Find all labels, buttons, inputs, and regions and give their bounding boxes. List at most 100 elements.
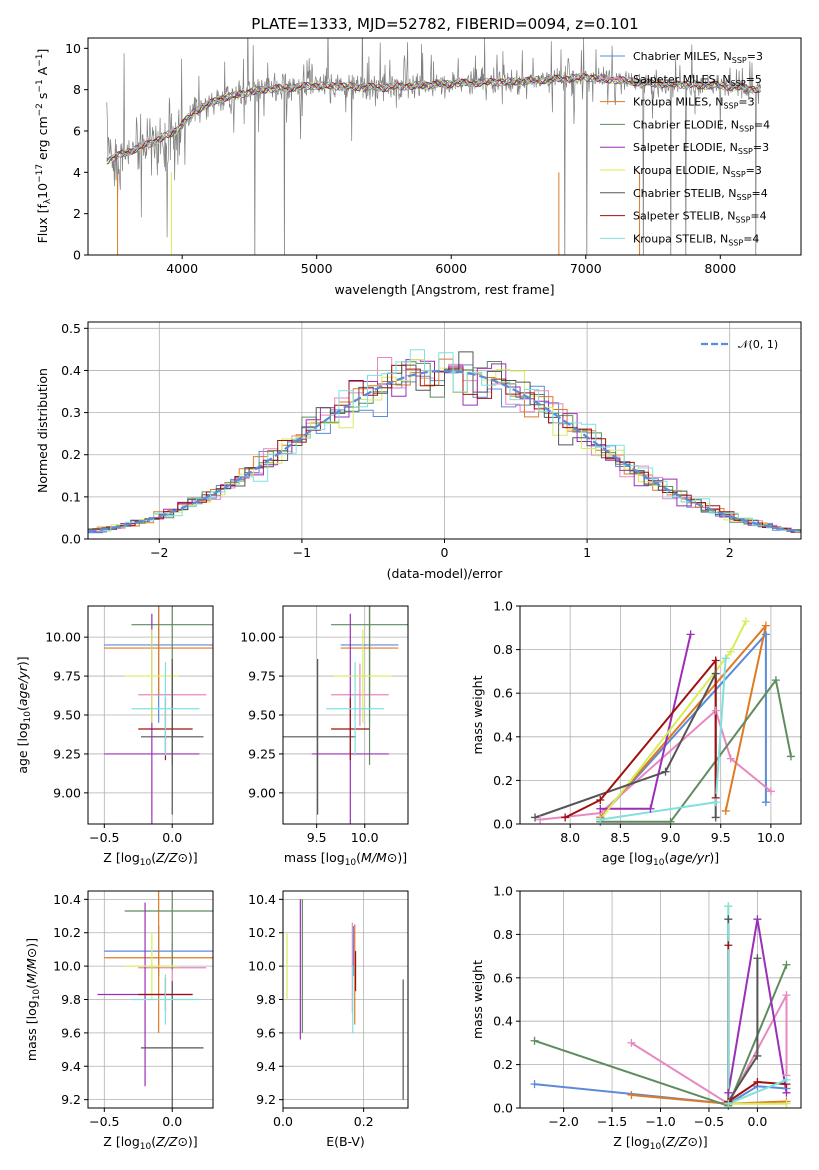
- label-text: )]: [397, 850, 407, 865]
- weight-marker: [753, 915, 762, 924]
- legend-label: Chabrier MILES, NSSP=3: [633, 50, 763, 65]
- x-tick-label: 6000: [435, 261, 467, 276]
- weight-marker: [596, 796, 605, 805]
- weight-marker: [726, 754, 735, 763]
- weight-marker: [596, 815, 605, 824]
- y-axis-label: Normed distribution: [35, 368, 50, 493]
- label-subscript: 10: [140, 1142, 152, 1152]
- y-tick-label: 9.2: [256, 1092, 276, 1107]
- weight-marker: [724, 902, 733, 911]
- y-axis-label: Flux [fλ10−17 erg cm−2 s−1 A−1]: [35, 49, 53, 244]
- y-tick-label: 6: [73, 124, 81, 139]
- x-tick-label: −0.5: [89, 1114, 119, 1129]
- label-text: )]: [709, 850, 719, 865]
- label-text: age [log: [602, 850, 653, 865]
- x-tick-label: 8.5: [610, 830, 630, 845]
- y-axis-label: mass weight: [470, 960, 485, 1039]
- x-tick-label: 10.0: [757, 830, 785, 845]
- y-tick-label: 9.25: [53, 746, 81, 761]
- y-axis-label: mass [log10(M/M⊙)]: [24, 938, 42, 1061]
- legend-label: Chabrier STELIB, NSSP=4: [633, 187, 768, 202]
- spectrum-plot: [106, 38, 761, 255]
- legend-label: 𝒩(0, 1): [738, 338, 778, 351]
- weight-marker: [711, 706, 720, 715]
- x-axis-label: wavelength [Angstrom, rest frame]: [334, 282, 554, 297]
- axes-frame: [519, 605, 802, 825]
- y-tick-label: 0.4: [493, 1014, 513, 1029]
- label-text: (: [664, 850, 669, 865]
- label-subscript: 10: [650, 1142, 662, 1152]
- weight-marker: [724, 1088, 733, 1097]
- y-tick-label: 0.0: [493, 1101, 513, 1116]
- label-italic: Z/Z⊙: [665, 1134, 698, 1149]
- weight-marker: [766, 787, 775, 796]
- x-tick-label: −2: [150, 545, 168, 560]
- weight-marker: [724, 915, 733, 924]
- y-tick-label: 0.3: [61, 405, 81, 420]
- x-tick-label: 1: [583, 545, 591, 560]
- weight-marker: [724, 941, 733, 950]
- axes-frame: [519, 890, 802, 1109]
- y-axis-label: age [log10(age/yr)]: [15, 656, 33, 773]
- label-text: )]: [698, 1134, 708, 1149]
- label-italic: Z/Z⊙: [155, 1134, 188, 1149]
- weight-marker: [761, 630, 770, 639]
- legend-subscript: SSP: [737, 193, 752, 202]
- weight-marker: [782, 991, 791, 1000]
- x-axis-label: (data-model)/error: [387, 566, 504, 581]
- y-tick-label: 0.6: [493, 970, 513, 985]
- axes-frame: [87, 605, 214, 825]
- y-tick-label: 8: [73, 82, 81, 97]
- label-italic: Z/Z⊙: [155, 850, 188, 865]
- label-text: mass [log: [24, 1000, 39, 1061]
- legend-subscript: SSP: [723, 102, 738, 111]
- weight-marker: [721, 806, 730, 815]
- x-tick-label: 0.2: [354, 1114, 374, 1129]
- y-tick-label: 1.0: [493, 884, 513, 899]
- y-tick-label: 9.8: [61, 992, 81, 1007]
- axes-frame: [87, 890, 214, 1109]
- y-tick-label: 0.8: [493, 642, 513, 657]
- y-tick-label: 1.0: [493, 599, 513, 614]
- x-tick-label: −0.5: [694, 1114, 724, 1129]
- legend-value: =5: [746, 73, 762, 86]
- x-tick-label: 7000: [570, 261, 602, 276]
- x-tick-label: 10.0: [351, 830, 379, 845]
- label-text: (: [24, 984, 39, 989]
- legend-label: Kroupa STELIB, NSSP=4: [633, 232, 759, 247]
- normal-reference-curve: [88, 369, 801, 533]
- y-tick-label: 2: [73, 206, 81, 221]
- y-tick-label: 10.4: [53, 892, 81, 907]
- y-tick-label: 9.8: [256, 992, 276, 1007]
- label-text: (: [151, 850, 156, 865]
- y-tick-label: 9.4: [61, 1059, 81, 1074]
- weight-marker: [686, 630, 695, 639]
- y-tick-label: 0.2: [493, 773, 513, 788]
- y-tick-label: 9.75: [53, 669, 81, 684]
- y-tick-label: 0.0: [61, 532, 81, 547]
- legend-subscript: SSP: [735, 216, 750, 225]
- y-tick-label: 10.00: [240, 630, 276, 645]
- legend-value: =3: [753, 141, 769, 154]
- legend-value: =3: [738, 96, 754, 109]
- x-axis-label: age [log10(age/yr)]: [602, 850, 719, 868]
- y-tick-label: 9.4: [256, 1059, 276, 1074]
- label-text: )]: [188, 850, 198, 865]
- legend-subscript: SSP: [738, 147, 753, 156]
- weight-marker: [627, 1038, 636, 1047]
- label-text: )]: [188, 1134, 198, 1149]
- y-tick-label: 0.6: [493, 686, 513, 701]
- weight-marker: [724, 1099, 733, 1108]
- label-text: (: [661, 1134, 666, 1149]
- y-tick-label: 9.6: [61, 1025, 81, 1040]
- y-tick-label: 0.0: [493, 817, 513, 832]
- y-axis-label: mass weight: [470, 675, 485, 754]
- errorbar-plot: [97, 891, 213, 1108]
- legend-label: Salpeter STELIB, NSSP=4: [633, 210, 767, 225]
- legend-value: =4: [743, 232, 759, 245]
- y-tick-label: 10.0: [53, 959, 81, 974]
- y-tick-label: 10.2: [53, 925, 81, 940]
- weight-line: [564, 657, 717, 819]
- y-tick-label: 4: [73, 165, 81, 180]
- legend-label: Kroupa MILES, NSSP=3: [633, 96, 755, 111]
